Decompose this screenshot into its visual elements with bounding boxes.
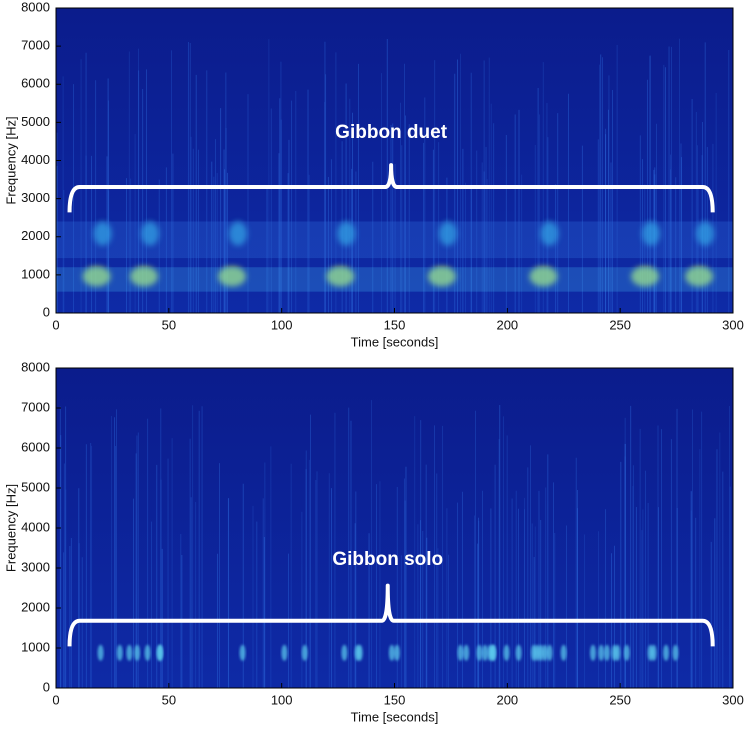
x-tick-label: 200 — [496, 692, 518, 707]
texture-blob — [337, 221, 356, 246]
x-tick-label: 0 — [52, 317, 59, 332]
texture-band — [56, 267, 733, 292]
x-tick-label: 50 — [162, 692, 176, 707]
texture-band — [56, 221, 733, 259]
texture-blob — [685, 266, 714, 287]
texture-blob — [239, 644, 246, 661]
texture-blob — [641, 221, 660, 246]
x-tick-label: 300 — [722, 692, 744, 707]
y-tick-label: 6000 — [21, 76, 50, 91]
x-tick-label: 200 — [496, 317, 518, 332]
x-tick-label: 250 — [609, 692, 631, 707]
texture-blob — [672, 644, 679, 661]
x-axis-label: Time [seconds] — [351, 334, 439, 349]
texture-blob — [598, 644, 605, 661]
y-tick-label: 2000 — [21, 228, 50, 243]
y-axis-label: Frequency [Hz] — [3, 116, 18, 204]
texture-blob — [560, 644, 567, 661]
texture-blob — [540, 221, 559, 246]
x-tick-label: 150 — [384, 317, 406, 332]
texture-blob — [515, 644, 522, 661]
y-tick-label: 6000 — [21, 439, 50, 454]
x-tick-label: 100 — [271, 317, 293, 332]
texture-blob — [611, 644, 618, 661]
texture-blob — [341, 644, 348, 661]
x-tick-label: 250 — [609, 317, 631, 332]
texture-blob — [490, 644, 497, 661]
texture-blob — [696, 221, 715, 246]
y-tick-label: 7000 — [21, 38, 50, 53]
y-tick-label: 3000 — [21, 190, 50, 205]
texture-blob — [393, 644, 400, 661]
y-tick-label: 2000 — [21, 599, 50, 614]
texture-blob — [144, 644, 151, 661]
texture-blob — [537, 644, 544, 661]
texture-blob — [388, 644, 395, 661]
texture-blob — [281, 644, 288, 661]
bracket — [67, 163, 715, 213]
texture-blob — [663, 644, 670, 661]
annotation: Gibbon solo — [332, 549, 443, 570]
texture-blob — [427, 266, 456, 287]
y-tick-label: 0 — [43, 304, 50, 319]
spectrogram-background — [56, 8, 733, 313]
texture-blob — [623, 644, 630, 661]
texture-blob — [503, 644, 510, 661]
texture-blob — [229, 221, 248, 246]
texture-blob — [326, 266, 355, 287]
y-axis-label: Frequency [Hz] — [3, 484, 18, 572]
texture-blob — [130, 266, 159, 287]
texture-blob — [530, 644, 537, 661]
y-tick-label: 1000 — [21, 639, 50, 654]
texture-blob — [529, 266, 558, 287]
texture-blob — [438, 221, 457, 246]
y-tick-label: 1000 — [21, 266, 50, 281]
texture-blob — [481, 644, 488, 661]
y-tick-label: 4000 — [21, 152, 50, 167]
texture-blob — [647, 644, 654, 661]
texture-blob — [463, 644, 470, 661]
x-axis-label: Time [seconds] — [351, 709, 439, 724]
texture-blob — [218, 266, 247, 287]
y-tick-label: 7000 — [21, 399, 50, 414]
texture-blob — [546, 644, 553, 661]
texture-blob — [157, 644, 164, 661]
x-tick-label: 50 — [162, 317, 176, 332]
x-tick-label: 0 — [52, 692, 59, 707]
texture-blob — [630, 266, 659, 287]
annotation: Gibbon duet — [335, 122, 448, 143]
texture-blob — [476, 644, 483, 661]
spectrogram — [56, 368, 733, 688]
texture-blob — [457, 644, 464, 661]
bracket — [67, 583, 715, 647]
texture-blob — [82, 266, 111, 287]
texture-blob — [301, 644, 308, 661]
x-tick-label: 100 — [271, 692, 293, 707]
spectrogram-background — [56, 368, 733, 688]
y-tick-label: 8000 — [21, 359, 50, 374]
y-tick-label: 8000 — [21, 0, 50, 14]
y-tick-label: 5000 — [21, 479, 50, 494]
texture-blob — [141, 221, 160, 246]
texture-blob — [603, 644, 610, 661]
texture-blob — [134, 644, 141, 661]
texture-blob — [116, 644, 123, 661]
texture-blob — [93, 221, 112, 246]
spectrogram — [55, 8, 733, 313]
texture-blob — [126, 644, 133, 661]
texture-blob — [97, 644, 104, 661]
y-tick-label: 0 — [43, 679, 50, 694]
y-tick-label: 5000 — [21, 114, 50, 129]
x-tick-label: 300 — [722, 317, 744, 332]
texture-blob — [354, 644, 361, 661]
texture-blob — [590, 644, 597, 661]
x-tick-label: 150 — [384, 692, 406, 707]
y-tick-label: 4000 — [21, 519, 50, 534]
y-tick-label: 3000 — [21, 559, 50, 574]
